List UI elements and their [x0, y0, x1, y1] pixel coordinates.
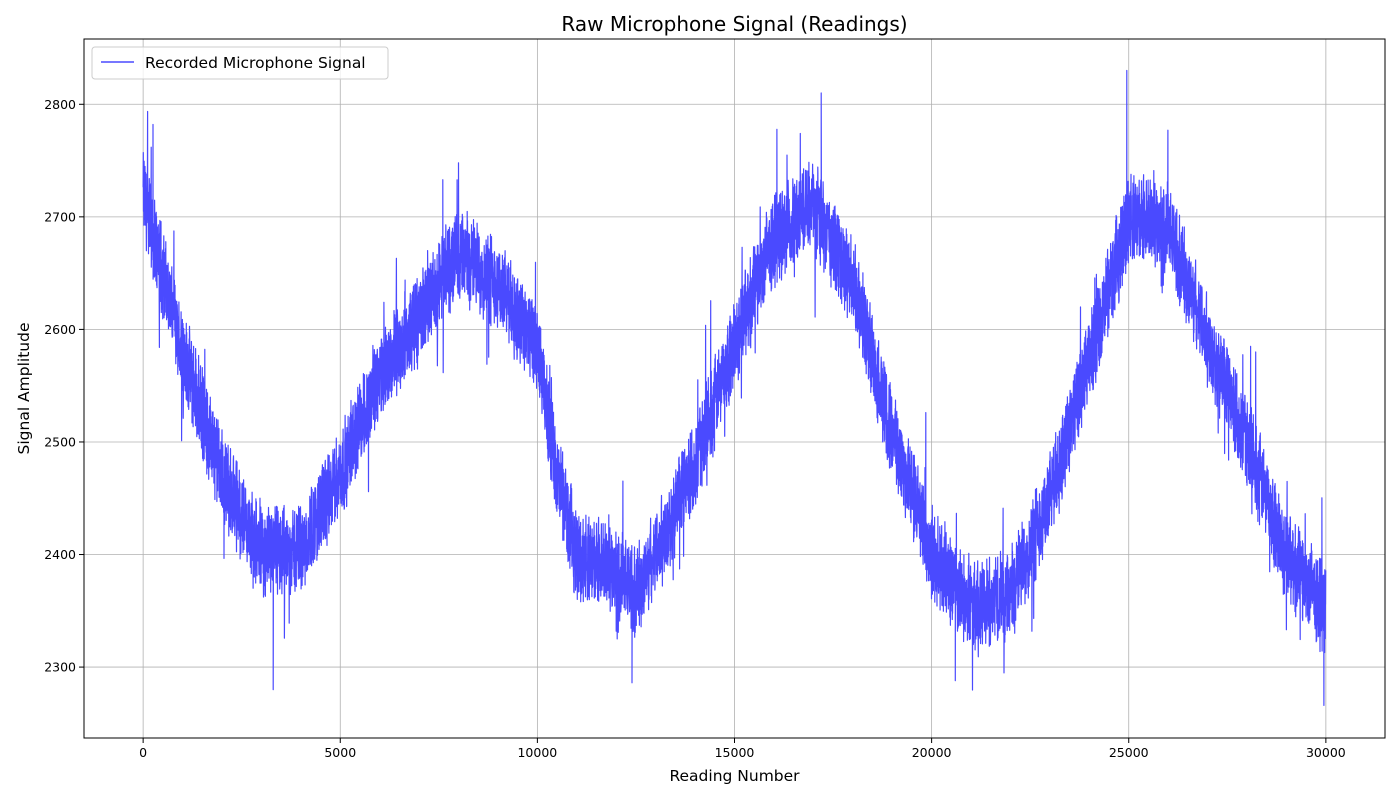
legend: Recorded Microphone Signal — [91, 46, 389, 80]
x-tick-label: 25000 — [1109, 745, 1149, 760]
legend-label: Recorded Microphone Signal — [145, 54, 366, 72]
y-tick-label: 2800 — [44, 97, 76, 112]
x-tick-label: 30000 — [1306, 745, 1346, 760]
x-tick-label: 0 — [139, 745, 147, 760]
axis-ticks: 0 5000 10000 15000 20000 25000 30000 2300 2400 25… — [44, 97, 1346, 760]
x-tick-label: 15000 — [715, 745, 755, 760]
x-axis-label: Reading Number — [669, 767, 800, 785]
y-tick-label: 2700 — [44, 209, 76, 224]
chart-title: Raw Microphone Signal (Readings) — [561, 12, 907, 36]
series-layer — [142, 69, 1327, 706]
legend-box — [91, 46, 389, 80]
y-tick-label: 2600 — [44, 322, 76, 337]
series-line-recorded-microphone-signal — [142, 69, 1327, 706]
x-tick-label: 10000 — [517, 745, 557, 760]
y-tick-label: 2400 — [44, 547, 76, 562]
y-tick-label: 2500 — [44, 434, 76, 449]
x-tick-label: 20000 — [912, 745, 952, 760]
y-tick-label: 2300 — [44, 660, 76, 675]
y-axis-label: Signal Amplitude — [15, 323, 33, 455]
x-tick-label: 5000 — [324, 745, 356, 760]
